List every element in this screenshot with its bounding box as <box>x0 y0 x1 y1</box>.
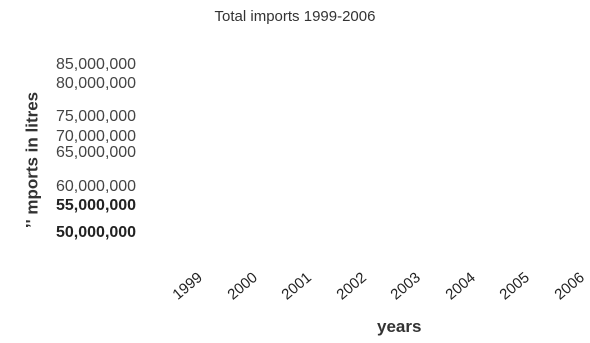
y-tick-label: 60,000,000 <box>56 178 137 195</box>
y-axis-label: ’' mports in litres <box>22 91 42 229</box>
y-tick-label: 75,000,000 <box>56 108 137 125</box>
x-tick-label: 2000 <box>223 268 261 304</box>
y-tick-label: 70,000,000 <box>56 128 137 145</box>
x-tick-label: 2004 <box>441 268 479 304</box>
y-tick-label: 55,000,000 <box>56 197 137 214</box>
y-tick-label: 85,000,000 <box>56 56 137 73</box>
chart-title: Total imports 1999-2006 <box>214 8 376 25</box>
y-tick-label: 50,000,000 <box>56 224 137 241</box>
x-tick-label: 1999 <box>169 268 206 304</box>
y-tick-label: 65,000,000 <box>56 144 137 161</box>
x-tick-label: 2002 <box>332 268 370 304</box>
x-tick-label: 2006 <box>550 268 588 304</box>
x-axis-label: years <box>377 317 422 336</box>
x-tick-label: 2005 <box>496 268 533 304</box>
x-tick-label: 2001 <box>278 268 315 304</box>
y-tick-label: 80,000,000 <box>56 75 137 92</box>
x-tick-label: 2003 <box>387 268 424 304</box>
